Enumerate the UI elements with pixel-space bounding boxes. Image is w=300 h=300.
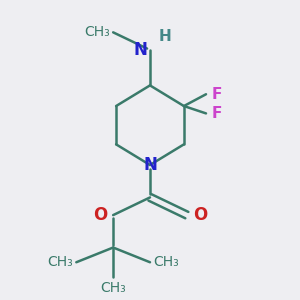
Text: CH₃: CH₃ [153,255,179,269]
Text: N: N [143,156,157,174]
Text: CH₃: CH₃ [85,25,110,39]
Text: CH₃: CH₃ [48,255,74,269]
Text: CH₃: CH₃ [100,281,126,296]
Text: F: F [212,106,222,121]
Text: N: N [133,41,147,59]
Text: O: O [193,206,207,224]
Text: H: H [159,29,172,44]
Text: F: F [212,87,222,102]
Text: O: O [93,206,107,224]
